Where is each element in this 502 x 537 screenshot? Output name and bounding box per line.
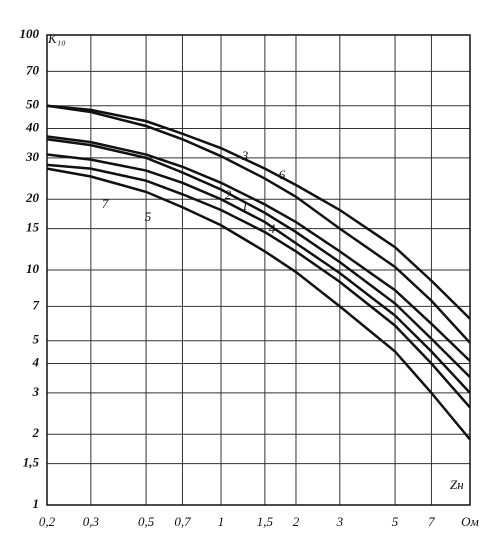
y-tick-label: 50 [26, 97, 40, 112]
y-tick-label: 70 [26, 62, 40, 77]
curve [46, 163, 471, 409]
y-tick-label: 7 [33, 297, 40, 312]
x-axis-label: Zн [450, 477, 464, 492]
curve-label: 2 [225, 187, 232, 202]
x-tick-label: 1,5 [257, 514, 274, 529]
x-tick-label: Ом [461, 514, 479, 529]
x-tick-label: 0,7 [174, 514, 191, 529]
y-tick-label: 30 [25, 149, 40, 164]
y-tick-label: 3 [32, 384, 40, 399]
x-tick-label: 2 [293, 514, 300, 529]
plot-frame [46, 34, 471, 506]
curve [46, 167, 471, 441]
y-axis-label: K₁₀ [47, 31, 66, 46]
y-tick-label: 15 [26, 220, 40, 235]
curve-label: 3 [241, 148, 249, 163]
x-tick-label: 7 [428, 514, 435, 529]
curve-label: 5 [145, 209, 152, 224]
curve [46, 153, 471, 394]
curve [46, 135, 471, 362]
y-tick-label: 4 [32, 355, 40, 370]
y-tick-label: 2 [32, 425, 40, 440]
curve [46, 138, 471, 379]
x-tick-label: 1 [218, 514, 225, 529]
y-tick-label: 5 [33, 332, 40, 347]
x-tick-label: 0,2 [39, 514, 56, 529]
x-tick-label: 3 [336, 514, 344, 529]
y-tick-label: 20 [25, 190, 40, 205]
x-tick-label: 0,3 [83, 514, 100, 529]
curve-label: 4 [269, 221, 276, 236]
curve [46, 104, 471, 320]
curve-label: 6 [279, 167, 286, 182]
curve-label: 1 [242, 198, 249, 213]
x-tick-label: 0,5 [138, 514, 155, 529]
curve [46, 104, 471, 344]
x-tick-label: 5 [392, 514, 399, 529]
y-tick-label: 1,5 [23, 455, 40, 470]
y-tick-label: 40 [25, 120, 40, 135]
y-tick-label: 10 [26, 261, 40, 276]
y-tick-label: 100 [20, 26, 40, 41]
curve-label: 7 [102, 196, 109, 211]
y-tick-label: 1 [33, 496, 40, 511]
